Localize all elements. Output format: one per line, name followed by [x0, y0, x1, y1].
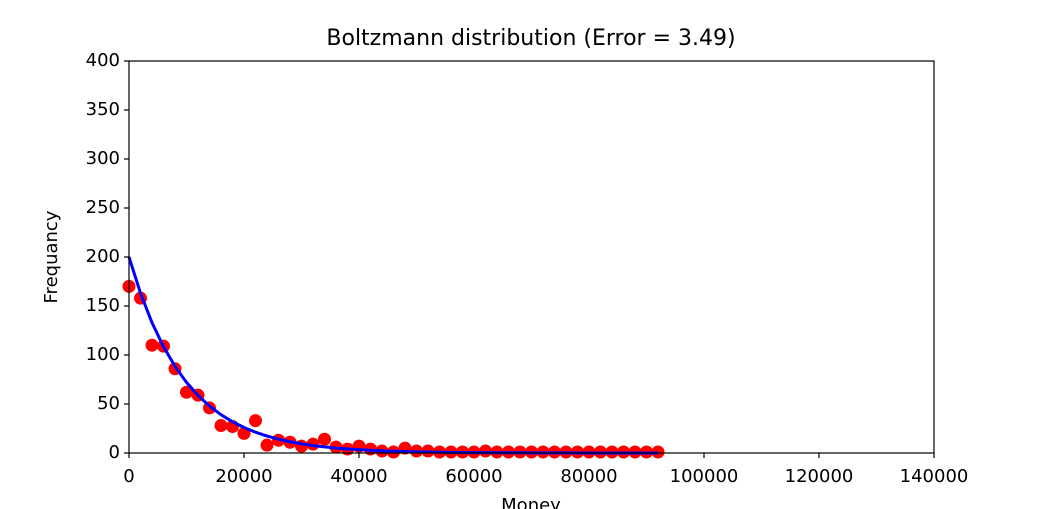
y-tick-label: 200 [86, 246, 120, 267]
y-tick-label: 0 [109, 442, 120, 463]
y-tick-label: 300 [86, 148, 120, 169]
data-point [318, 432, 331, 446]
data-point [214, 419, 228, 433]
y-tick-label: 350 [86, 99, 120, 120]
x-tick-label: 80000 [560, 466, 617, 487]
data-point [180, 385, 193, 399]
y-axis-label: Frequancy [41, 210, 62, 303]
data-point [249, 414, 262, 428]
x-tick-label: 0 [123, 466, 134, 487]
x-tick-label: 100000 [670, 466, 739, 487]
x-tick-label: 120000 [785, 466, 854, 487]
y-tick-label: 100 [86, 344, 120, 365]
chart-title: Boltzmann distribution (Error = 3.49) [326, 26, 735, 51]
x-axis-label: Money [501, 495, 561, 509]
x-tick-label: 140000 [900, 466, 969, 487]
x-tick-label: 40000 [330, 466, 387, 487]
y-tick-label: 150 [86, 295, 120, 316]
data-point [145, 338, 159, 352]
data-point [260, 438, 274, 452]
x-tick-label: 20000 [215, 466, 272, 487]
plot-frame [128, 60, 935, 454]
y-tick-label: 250 [86, 197, 120, 218]
y-tick-label: 400 [86, 50, 120, 71]
fit-line [127, 256, 658, 455]
y-tick-label: 50 [97, 393, 120, 414]
data-point [479, 444, 492, 458]
x-tick-label: 60000 [445, 466, 502, 487]
